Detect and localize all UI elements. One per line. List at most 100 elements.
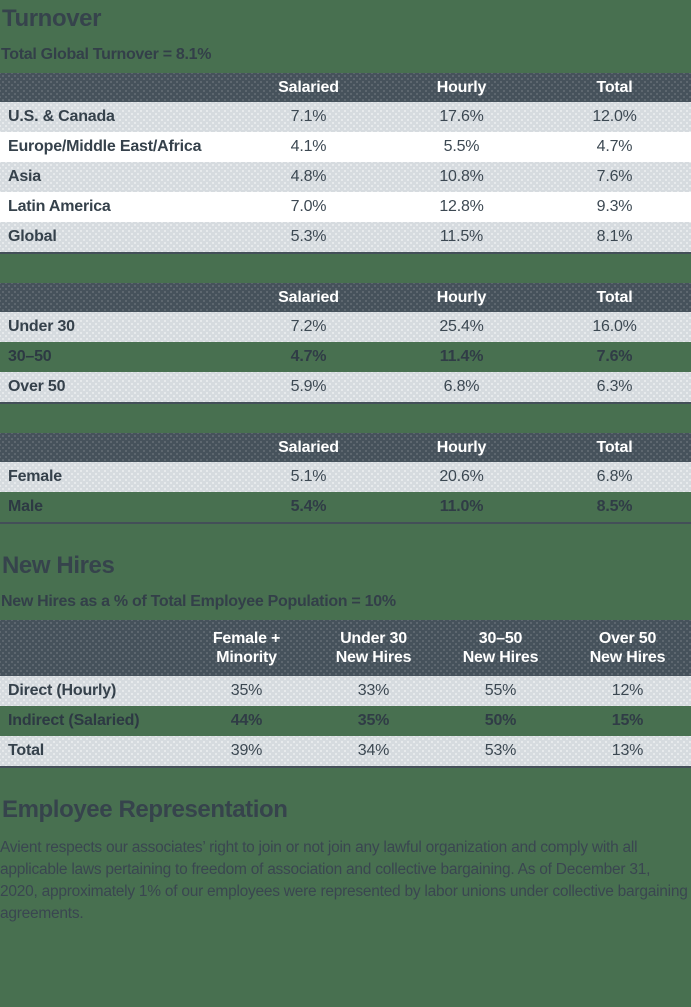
column-header-under-30: Under 30 New Hires <box>335 630 412 666</box>
cell-value: 50% <box>484 712 517 729</box>
cell-value: 55% <box>484 682 517 699</box>
table-body: Female 5.1% 20.6% 6.8% Male 5.4% 11.0% 8… <box>0 462 691 522</box>
cell-value: 7.1% <box>290 108 327 125</box>
table-header-row: Female + Minority Under 30 New Hires 30–… <box>0 620 691 676</box>
report-page: Turnover Total Global Turnover = 8.1% Sa… <box>0 6 691 925</box>
row-label: Indirect (Salaried) <box>8 712 140 729</box>
cell-value: 44% <box>230 712 263 729</box>
cell-value: 33% <box>357 682 390 699</box>
cell-value: 6.8% <box>596 468 633 485</box>
cell-value: 11.4% <box>439 348 484 365</box>
cell-value: 7.6% <box>596 348 633 365</box>
turnover-title: Turnover <box>2 5 102 32</box>
table-header-row: Salaried Hourly Total <box>0 73 691 102</box>
cell-value: 11.0% <box>439 498 484 515</box>
column-header-total: Total <box>596 79 633 96</box>
cell-value: 20.6% <box>439 468 484 485</box>
table-row: Under 30 7.2% 25.4% 16.0% <box>0 312 691 342</box>
column-header-female-minority: Female + Minority <box>212 630 281 666</box>
column-header-hourly: Hourly <box>436 289 487 306</box>
column-header-30-50: 30–50 New Hires <box>462 630 539 666</box>
turnover-by-gender-table: Salaried Hourly Total Female 5.1% 20.6% … <box>0 433 691 524</box>
table-header-row: Salaried Hourly Total <box>0 433 691 462</box>
row-label: Female <box>8 468 62 485</box>
row-label: Direct (Hourly) <box>8 682 117 699</box>
employee-representation-section: Employee Representation Avient respects … <box>0 797 691 925</box>
turnover-by-region-table: Salaried Hourly Total U.S. & Canada 7.1%… <box>0 73 691 254</box>
cell-value: 6.8% <box>443 378 480 395</box>
row-label: Total <box>8 742 45 759</box>
cell-value: 15% <box>611 712 644 729</box>
cell-value: 7.6% <box>596 168 633 185</box>
cell-value: 4.7% <box>596 138 633 155</box>
new-hires-table: Female + Minority Under 30 New Hires 30–… <box>0 620 691 768</box>
turnover-section: Turnover Total Global Turnover = 8.1% Sa… <box>0 6 691 524</box>
column-header-total: Total <box>596 289 633 306</box>
table-body: U.S. & Canada 7.1% 17.6% 12.0% Europe/Mi… <box>0 102 691 252</box>
table-row: 30–50 4.7% 11.4% 7.6% <box>0 342 691 372</box>
column-header-salaried: Salaried <box>278 439 339 456</box>
cell-value: 5.4% <box>290 498 327 515</box>
cell-value: 25.4% <box>439 318 484 335</box>
row-label: Global <box>8 228 57 245</box>
table-body: Direct (Hourly) 35% 33% 55% 12% Indirect… <box>0 676 691 766</box>
column-header-over-50: Over 50 New Hires <box>589 630 666 666</box>
cell-value: 5.9% <box>290 378 327 395</box>
column-header-salaried: Salaried <box>278 289 339 306</box>
table-row: Asia 4.8% 10.8% 7.6% <box>0 162 691 192</box>
table-row: Female 5.1% 20.6% 6.8% <box>0 462 691 492</box>
table-row: Male 5.4% 11.0% 8.5% <box>0 492 691 522</box>
employee-representation-title: Employee Representation <box>2 796 288 823</box>
table-row: Latin America 7.0% 12.8% 9.3% <box>0 192 691 222</box>
row-label: Latin America <box>8 198 111 215</box>
table-header-row: Salaried Hourly Total <box>0 283 691 312</box>
table-row: Over 50 5.9% 6.8% 6.3% <box>0 372 691 402</box>
cell-value: 12.8% <box>439 198 484 215</box>
cell-value: 5.1% <box>290 468 327 485</box>
cell-value: 35% <box>230 682 263 699</box>
column-header-hourly: Hourly <box>436 439 487 456</box>
cell-value: 16.0% <box>592 318 637 335</box>
cell-value: 12% <box>611 682 644 699</box>
cell-value: 7.0% <box>290 198 327 215</box>
row-label: Europe/Middle East/Africa <box>8 138 202 155</box>
row-label: Over 50 <box>8 378 66 395</box>
cell-value: 8.5% <box>596 498 633 515</box>
new-hires-subtitle: New Hires as a % of Total Employee Popul… <box>1 593 396 610</box>
new-hires-title: New Hires <box>2 552 115 579</box>
cell-value: 7.2% <box>290 318 327 335</box>
row-label: Under 30 <box>8 318 75 335</box>
cell-value: 4.8% <box>290 168 327 185</box>
table-row: Global 5.3% 11.5% 8.1% <box>0 222 691 252</box>
cell-value: 9.3% <box>596 198 633 215</box>
column-header-hourly: Hourly <box>436 79 487 96</box>
cell-value: 17.6% <box>439 108 484 125</box>
cell-value: 35% <box>357 712 390 729</box>
table-row: Direct (Hourly) 35% 33% 55% 12% <box>0 676 691 706</box>
column-header-salaried: Salaried <box>278 79 339 96</box>
table-row: Europe/Middle East/Africa 4.1% 5.5% 4.7% <box>0 132 691 162</box>
turnover-by-age-table: Salaried Hourly Total Under 30 7.2% 25.4… <box>0 283 691 404</box>
cell-value: 8.1% <box>596 228 633 245</box>
cell-value: 4.1% <box>290 138 327 155</box>
cell-value: 12.0% <box>592 108 637 125</box>
table-row: Indirect (Salaried) 44% 35% 50% 15% <box>0 706 691 736</box>
table-body: Under 30 7.2% 25.4% 16.0% 30–50 4.7% 11.… <box>0 312 691 402</box>
row-label: 30–50 <box>8 348 52 365</box>
column-header-total: Total <box>596 439 633 456</box>
table-row: U.S. & Canada 7.1% 17.6% 12.0% <box>0 102 691 132</box>
cell-value: 5.5% <box>443 138 480 155</box>
cell-value: 5.3% <box>290 228 327 245</box>
cell-value: 11.5% <box>439 228 484 245</box>
table-row: Total 39% 34% 53% 13% <box>0 736 691 766</box>
row-label: Asia <box>8 168 41 185</box>
row-label: Male <box>8 498 43 515</box>
cell-value: 53% <box>484 742 517 759</box>
new-hires-section: New Hires New Hires as a % of Total Empl… <box>0 553 691 768</box>
cell-value: 34% <box>357 742 390 759</box>
turnover-subtitle: Total Global Turnover = 8.1% <box>1 46 212 63</box>
cell-value: 39% <box>230 742 263 759</box>
cell-value: 10.8% <box>439 168 484 185</box>
row-label: U.S. & Canada <box>8 108 115 125</box>
cell-value: 4.7% <box>290 348 327 365</box>
